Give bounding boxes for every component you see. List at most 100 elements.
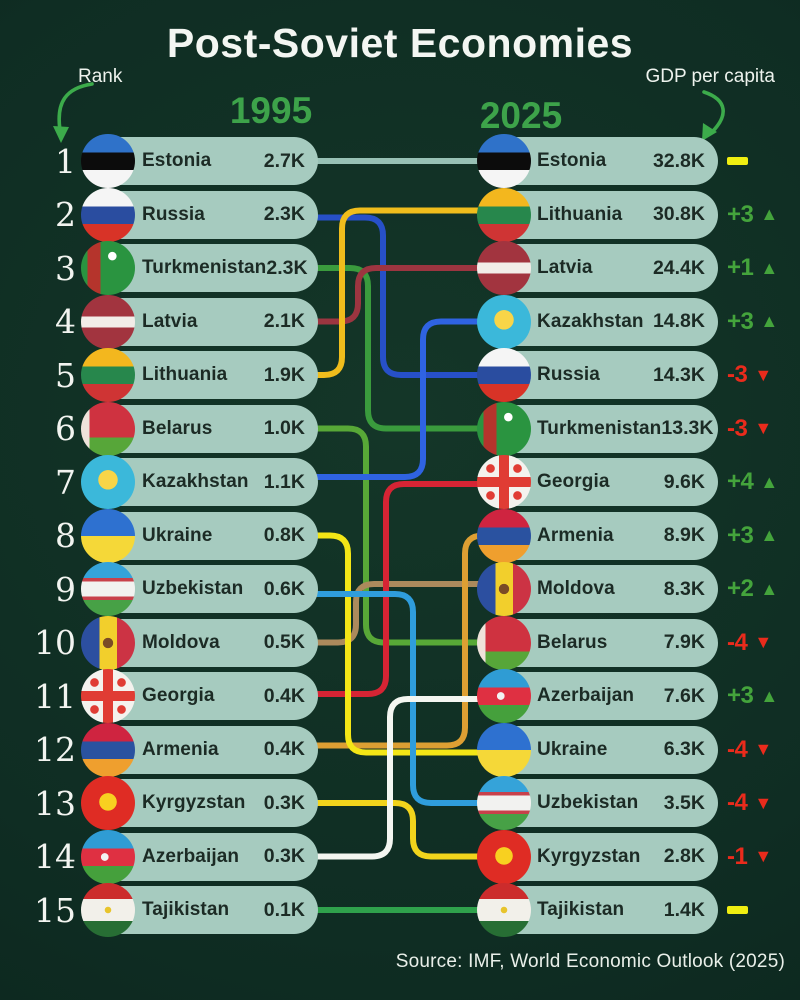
triangle-up-icon: ▲ — [760, 204, 779, 224]
rank-change-badge: +4 ▲ — [727, 458, 778, 506]
flag-uzbekistan-icon — [477, 776, 531, 830]
rank-change-badge: -3 ▼ — [727, 405, 772, 453]
country-pill-1995: Belarus 1.0K — [81, 401, 318, 456]
gdp-value: 6.3K — [663, 738, 705, 760]
country-name: Kyrgyzstan — [537, 845, 641, 867]
rank-change-badge: +3 ▲ — [727, 672, 778, 720]
country-name: Azerbaijan — [537, 685, 635, 706]
country-name: Estonia — [537, 150, 607, 171]
rank-change-badge: +3 ▲ — [727, 512, 778, 560]
row-2025-georgia: Georgia 9.6K +4 ▲ — [0, 455, 800, 509]
country-name: Georgia — [537, 471, 610, 492]
rank-change-badge: -1 ▼ — [727, 833, 772, 881]
rank-change-badge: -3 ▼ — [727, 351, 772, 399]
gdp-value: 8.3K — [663, 577, 705, 600]
triangle-up-icon: ▲ — [760, 311, 779, 331]
rank-number: 14 — [34, 837, 76, 876]
gdp-value: 1.4K — [663, 898, 705, 921]
no-change-dash-icon — [727, 157, 748, 165]
connector-latvia — [309, 265, 491, 325]
gdp-value: 7.6K — [663, 684, 705, 707]
rank-change-value: -4 — [727, 789, 748, 816]
gdp-value: 14.8K — [652, 310, 705, 332]
rank-number: 1 — [55, 141, 76, 181]
row-2025-armenia: Armenia 8.9K +3 ▲ — [0, 508, 800, 563]
country-pill-2025: Russia 14.3K — [477, 348, 718, 402]
rank-change-value: +3 — [727, 521, 754, 549]
flag-tajikistan-icon — [81, 883, 135, 937]
row-2025-kyrgyzstan: Kyrgyzstan 2.8K -1 ▼ — [0, 829, 800, 884]
country-name: Belarus — [142, 417, 213, 439]
gdp-value: 32.8K — [652, 149, 705, 172]
country-pill-1995: Russia 2.3K — [81, 187, 318, 242]
country-name: Estonia — [142, 150, 212, 171]
flag-armenia-icon — [477, 508, 531, 563]
flag-uzbekistan-icon — [81, 562, 135, 616]
country-name: Moldova — [142, 631, 220, 653]
rank-change-badge: +2 ▲ — [727, 565, 778, 613]
flag-belarus-icon — [81, 401, 135, 456]
flag-azerbaijan-icon — [81, 829, 135, 884]
country-pill-2025: Lithuania 30.8K — [477, 187, 718, 242]
page-title: Post-Soviet Economies — [166, 20, 634, 66]
flag-russia-icon — [477, 348, 531, 402]
gdp-value: 0.3K — [263, 791, 305, 814]
row-2025-ukraine: Ukraine 6.3K -4 ▼ — [0, 722, 800, 777]
country-name: Moldova — [537, 578, 615, 599]
country-pill-1995: Kazakhstan 1.1K — [81, 455, 318, 509]
country-pill-1995: Georgia 0.4K — [81, 669, 318, 723]
rank-number: 11 — [34, 676, 76, 716]
flag-ukraine-icon — [81, 508, 135, 563]
country-pill-2025: Armenia 8.9K — [477, 508, 718, 563]
gdp-value: 7.9K — [663, 631, 705, 653]
flag-russia-icon — [81, 187, 135, 242]
year-2025-header: 2025 — [479, 95, 563, 136]
country-pill-2025: Ukraine 6.3K — [477, 722, 718, 777]
connector-kyrgyzstan — [309, 800, 491, 860]
flag-latvia-icon — [477, 241, 531, 295]
rank-number: 10 — [34, 623, 76, 662]
row-2025-lithuania: Lithuania 30.8K +3 ▲ — [0, 187, 800, 242]
row-1995-uzbekistan: 9 Uzbekistan 0.6K — [0, 562, 800, 616]
row-1995-latvia: 4 Latvia 2.1K — [0, 294, 800, 349]
country-pill-1995: Uzbekistan 0.6K — [81, 562, 318, 616]
rank-number: 4 — [55, 302, 76, 341]
connector-georgia — [309, 481, 491, 697]
row-2025-russia: Russia 14.3K -3 ▼ — [0, 348, 800, 402]
country-pill-2025: Belarus 7.9K — [477, 615, 718, 670]
country-pill-1995: Tajikistan 0.1K — [81, 883, 318, 937]
year-1995-header: 1995 — [229, 90, 313, 131]
flag-kazakhstan-icon — [81, 455, 135, 509]
rank-change-badge — [727, 137, 748, 185]
country-name: Azerbaijan — [142, 845, 240, 867]
flag-azerbaijan-icon — [477, 669, 531, 723]
row-2025-turkmenistan: Turkmenistan 13.3K -3 ▼ — [0, 401, 800, 456]
flag-latvia-icon — [81, 294, 135, 349]
rank-number: 8 — [55, 516, 76, 555]
flag-georgia-icon — [81, 669, 135, 723]
row-2025-latvia: Latvia 24.4K +1 ▲ — [0, 241, 800, 295]
flag-moldova-icon — [81, 615, 135, 670]
country-pill-2025: Moldova 8.3K — [477, 562, 718, 616]
country-pill-2025: Kyrgyzstan 2.8K — [477, 829, 718, 884]
row-2025-moldova: Moldova 8.3K +2 ▲ — [0, 562, 800, 616]
gdp-value: 9.6K — [663, 470, 705, 493]
row-2025-kazakhstan: Kazakhstan 14.8K +3 ▲ — [0, 294, 800, 349]
rank-change-value: -4 — [727, 735, 748, 763]
country-name: Ukraine — [142, 524, 213, 546]
country-pill-1995: Turkmenistan 2.3K — [81, 241, 318, 295]
flag-turkmenistan-icon — [477, 401, 531, 456]
gdp-value: 0.4K — [263, 738, 305, 760]
rank-number: 9 — [55, 569, 76, 609]
country-name: Turkmenistan — [142, 257, 267, 278]
gdp-value: 1.0K — [263, 417, 305, 439]
rank-change-badge: +1 ▲ — [727, 244, 778, 292]
rank-change-value: +3 — [727, 307, 754, 335]
rank-change-value: +4 — [727, 468, 754, 495]
country-name: Belarus — [537, 631, 608, 653]
triangle-up-icon: ▲ — [760, 525, 779, 545]
triangle-down-icon: ▼ — [754, 632, 773, 652]
country-pill-1995: Moldova 0.5K — [81, 615, 318, 670]
rank-label: Rank — [78, 66, 123, 87]
